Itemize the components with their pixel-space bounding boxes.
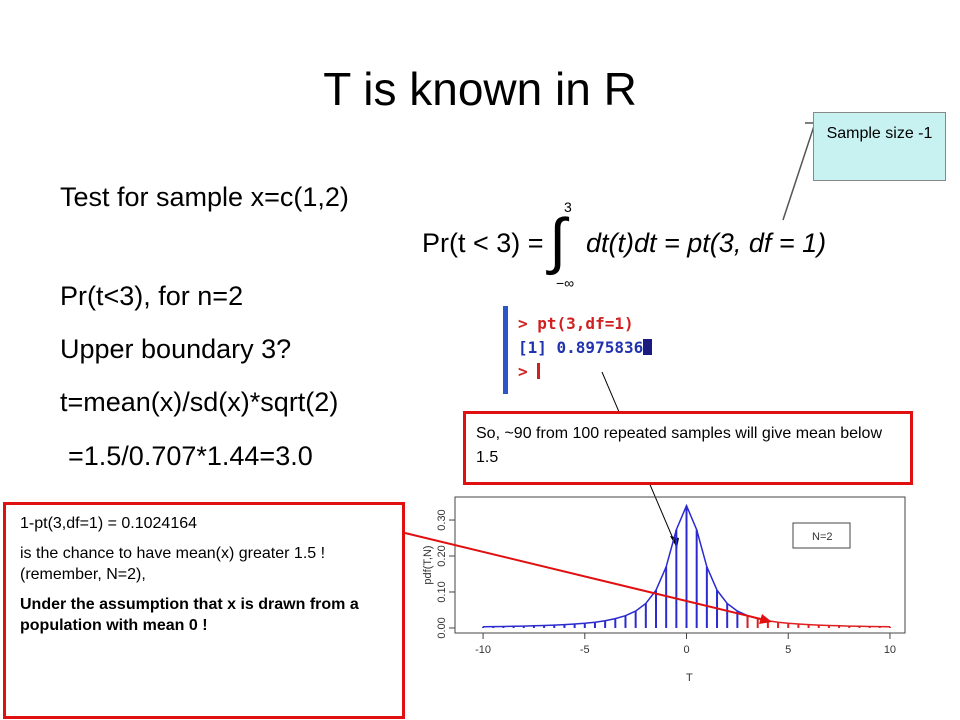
x-tick-label: -5	[580, 644, 590, 656]
x-tick-label: -10	[475, 644, 491, 656]
note-box: So, ~90 from 100 repeated samples will g…	[463, 411, 913, 485]
bullet: Upper boundary 3?	[60, 334, 292, 364]
callout: Sample size -1	[813, 112, 946, 181]
slide-title: T is known in R	[323, 63, 637, 115]
formula: Pr(t < 3) = ∫ 3 −∞ dt(t)dt = pt(3, df = …	[422, 199, 826, 291]
formula-rhs: dt(t)dt = pt(3, df = 1)	[586, 228, 826, 258]
formula-lhs: Pr(t < 3) =	[422, 228, 544, 258]
cursor	[643, 339, 653, 355]
x-tick-label: 10	[884, 644, 896, 656]
x-axis-label: T	[686, 672, 693, 684]
console-command: > pt(3,df=1)	[518, 314, 634, 333]
arrow-head	[759, 614, 772, 624]
callout-line	[782, 122, 817, 221]
console-prompt: >	[518, 360, 693, 384]
legend-box	[792, 522, 851, 549]
plot: N=2 T pdf(T,N) -10 -5 0 5 10 0.00 0.10 0.20 0.30	[422, 496, 906, 684]
r-console: > pt(3,df=1) [1] 0.8975836 >	[503, 306, 693, 394]
bullet: Test for sample x=c(1,2)	[60, 182, 349, 212]
y-axis-label: pdf(T,N)	[422, 545, 434, 584]
y-tick-label: 0.00	[436, 617, 448, 638]
note-line: is the chance to have mean(x) greater 1.…	[20, 545, 326, 583]
console-prompt-text: >	[518, 362, 528, 381]
console-result-text: [1] 0.8975836	[518, 338, 644, 357]
density-curve	[747, 615, 890, 628]
note-line: Under the assumption that x is drawn fro…	[20, 596, 359, 634]
y-tick-label: 0.10	[436, 581, 448, 602]
bullet: Pr(t<3), for n=2	[60, 281, 244, 311]
legend-text: N=2	[812, 531, 833, 543]
bullet: =1.5/0.707*1.44=3.0	[68, 441, 313, 471]
bullet: t=mean(x)/sd(x)*sqrt(2)	[60, 387, 339, 417]
x-tick-label: 5	[785, 644, 791, 656]
formula-lower: −∞	[556, 275, 574, 291]
note-box: 1-pt(3,df=1) = 0.1024164 is the chance t…	[3, 502, 405, 719]
note-line: 1-pt(3,df=1) = 0.1024164	[20, 515, 198, 532]
plot-frame	[454, 496, 906, 634]
formula-integral: ∫	[546, 207, 570, 276]
console-result: [1] 0.8975836	[518, 336, 693, 360]
density-curve	[483, 503, 748, 628]
formula-upper: 3	[564, 199, 572, 215]
red-arrow	[404, 532, 766, 621]
y-tick-label: 0.20	[436, 545, 448, 566]
x-tick-label: 0	[683, 644, 689, 656]
y-tick-label: 0.30	[436, 509, 448, 530]
cursor	[537, 363, 541, 379]
